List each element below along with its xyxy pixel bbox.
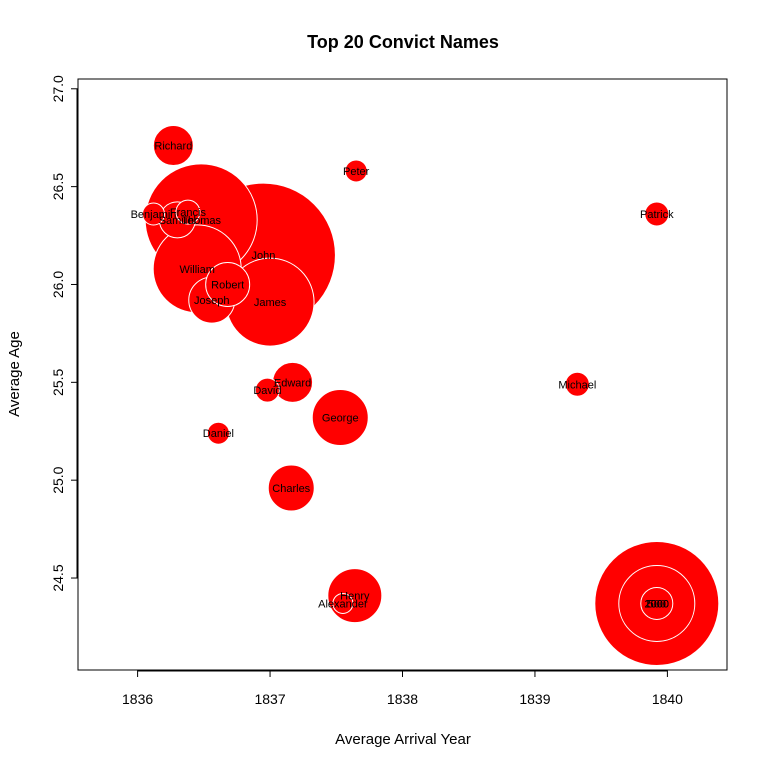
x-axis-label: Average Arrival Year [335,731,471,748]
x-tick-label-1840: 1840 [652,691,683,707]
bubble-label-benjamin: Benjamin [131,209,177,221]
bubble-label-francis: Francis [170,207,207,219]
y-axis-label: Average Age [6,331,23,417]
bubble-label-peter: Peter [343,166,370,178]
bubble-label-edward: Edward [274,377,311,389]
y-tick-label-27-0: 27.0 [50,75,66,102]
bubble-richard [152,125,194,167]
bubble-george [311,389,369,447]
x-tick-label-1838: 1838 [387,691,418,707]
bubble-patrick [644,201,670,227]
bubble-label-richard: Richard [154,141,192,153]
bubble-label-charles: Charles [272,483,310,495]
y-tick-label-26-0: 26.0 [50,271,66,298]
bubble-label-patrick: Patrick [640,209,674,221]
bubble-label-james: James [254,297,287,309]
bubble-robert [205,261,251,307]
bubble-michael [564,371,590,397]
bubble-layer [141,125,720,666]
y-tick-label-26-5: 26.5 [50,173,66,200]
bubble-label-2000: 2000 [645,598,669,610]
bubble-label-john: John [251,250,275,262]
bubble-label-alexander: Alexander [318,598,368,610]
bubble-daniel [206,421,230,445]
axes-layer: 1836 1837 1838 1839 1840 24.5 25.0 25.5 26.0 26.5… [50,75,683,707]
bubble-label-daniel: Daniel [203,428,234,440]
y-tick-label-25-0: 25.0 [50,466,66,493]
bubble-francis [175,199,201,225]
bubble-label-henry: Henry [340,591,370,603]
bubble-label-layer: John Thomas William James Joseph Robert Samuel… [131,141,675,611]
bubble-label-william: William [179,264,214,276]
x-tick-label-1839: 1839 [519,691,550,707]
bubble-label-george: George [322,413,359,425]
bubble-label-1000: 1000 [645,598,669,610]
bubble-peter [344,159,368,183]
bubble-charles [267,464,315,512]
bubble-label-robert: Robert [211,279,244,291]
chart-title: Top 20 Convict Names [307,32,499,52]
bubble-label-thomas: Thomas [181,215,221,227]
bubble-label-samuel: Samuel [159,215,196,227]
plot-frame [77,78,728,671]
bubble-label-david: David [253,385,281,397]
x-tick-label-1837: 1837 [254,691,285,707]
bubble-label-michael: Michael [558,379,596,391]
bubble-benjamin [141,202,165,226]
x-tick-label-1836: 1836 [122,691,153,707]
y-tick-label-25-5: 25.5 [50,368,66,395]
bubble-david [254,377,280,403]
y-tick-label-24-5: 24.5 [50,564,66,591]
bubble-label-joseph: Joseph [194,295,229,307]
bubble-500 [640,586,674,620]
bubble-label-500: 500 [648,598,666,610]
bubble-alexander [332,592,354,614]
